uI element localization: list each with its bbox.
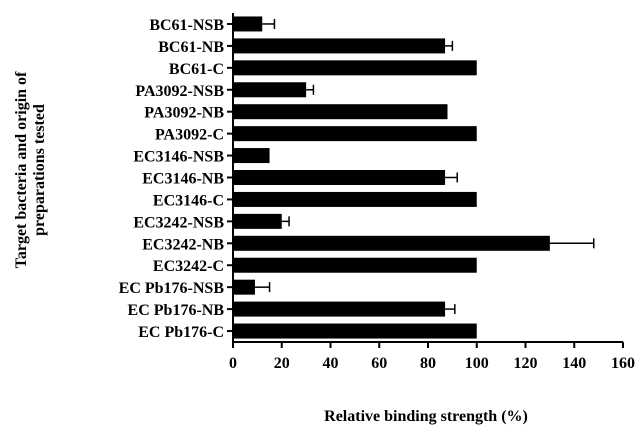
bar: [233, 82, 307, 98]
x-tick-label: 80: [420, 355, 436, 372]
bar: [233, 16, 263, 32]
bar: [233, 279, 255, 295]
category-label: PA3092-NSB: [135, 83, 224, 100]
category-label: BC61-NSB: [149, 17, 224, 34]
category-label: EC3242-C: [153, 258, 224, 275]
bar: [233, 104, 448, 120]
x-tick-label: 120: [514, 355, 538, 372]
category-label: EC3146-NB: [142, 171, 224, 188]
category-label: PA3092-NB: [144, 105, 224, 122]
x-tick-label: 100: [465, 355, 489, 372]
x-tick-label: 40: [323, 355, 339, 372]
x-tick-label: 0: [229, 355, 237, 372]
category-label: BC61-C: [169, 61, 224, 78]
bar: [233, 148, 270, 164]
bar: [233, 38, 446, 54]
x-axis-title: Relative binding strength (%): [324, 408, 528, 425]
x-tick-label: 160: [611, 355, 635, 372]
category-label: EC3242-NB: [142, 236, 224, 253]
bar: [233, 301, 446, 317]
x-tick-label: 140: [562, 355, 586, 372]
x-tick-label: 60: [371, 355, 387, 372]
bar: [233, 323, 477, 339]
bar: [233, 235, 550, 251]
bar: [233, 60, 477, 76]
bar: [233, 257, 477, 273]
bar: [233, 126, 477, 142]
x-tick-label: 20: [274, 355, 290, 372]
category-label: EC Pb176-NB: [128, 302, 225, 319]
y-axis-title-line-1: Target bacteria and origin of: [13, 71, 30, 268]
y-axis-title: Target bacteria and origin of preparatio…: [13, 71, 48, 268]
category-label: EC3242-NSB: [133, 214, 224, 231]
plot-area: 0 20 40 60 80 100 120 140 160 BC61-NSB BC61-NB BC61…: [119, 13, 635, 372]
y-axis-title-line-2: preparations tested: [31, 104, 48, 236]
bar: [233, 213, 282, 229]
bar: [233, 170, 446, 185]
bar: [233, 191, 477, 207]
category-label: EC Pb176-NSB: [119, 280, 225, 297]
category-label: PA3092-C: [155, 127, 224, 144]
category-label: EC3146-NSB: [133, 149, 224, 166]
category-label: BC61-NB: [158, 39, 224, 56]
category-label: EC Pb176-C: [138, 324, 224, 341]
category-label: EC3146-C: [153, 192, 224, 209]
